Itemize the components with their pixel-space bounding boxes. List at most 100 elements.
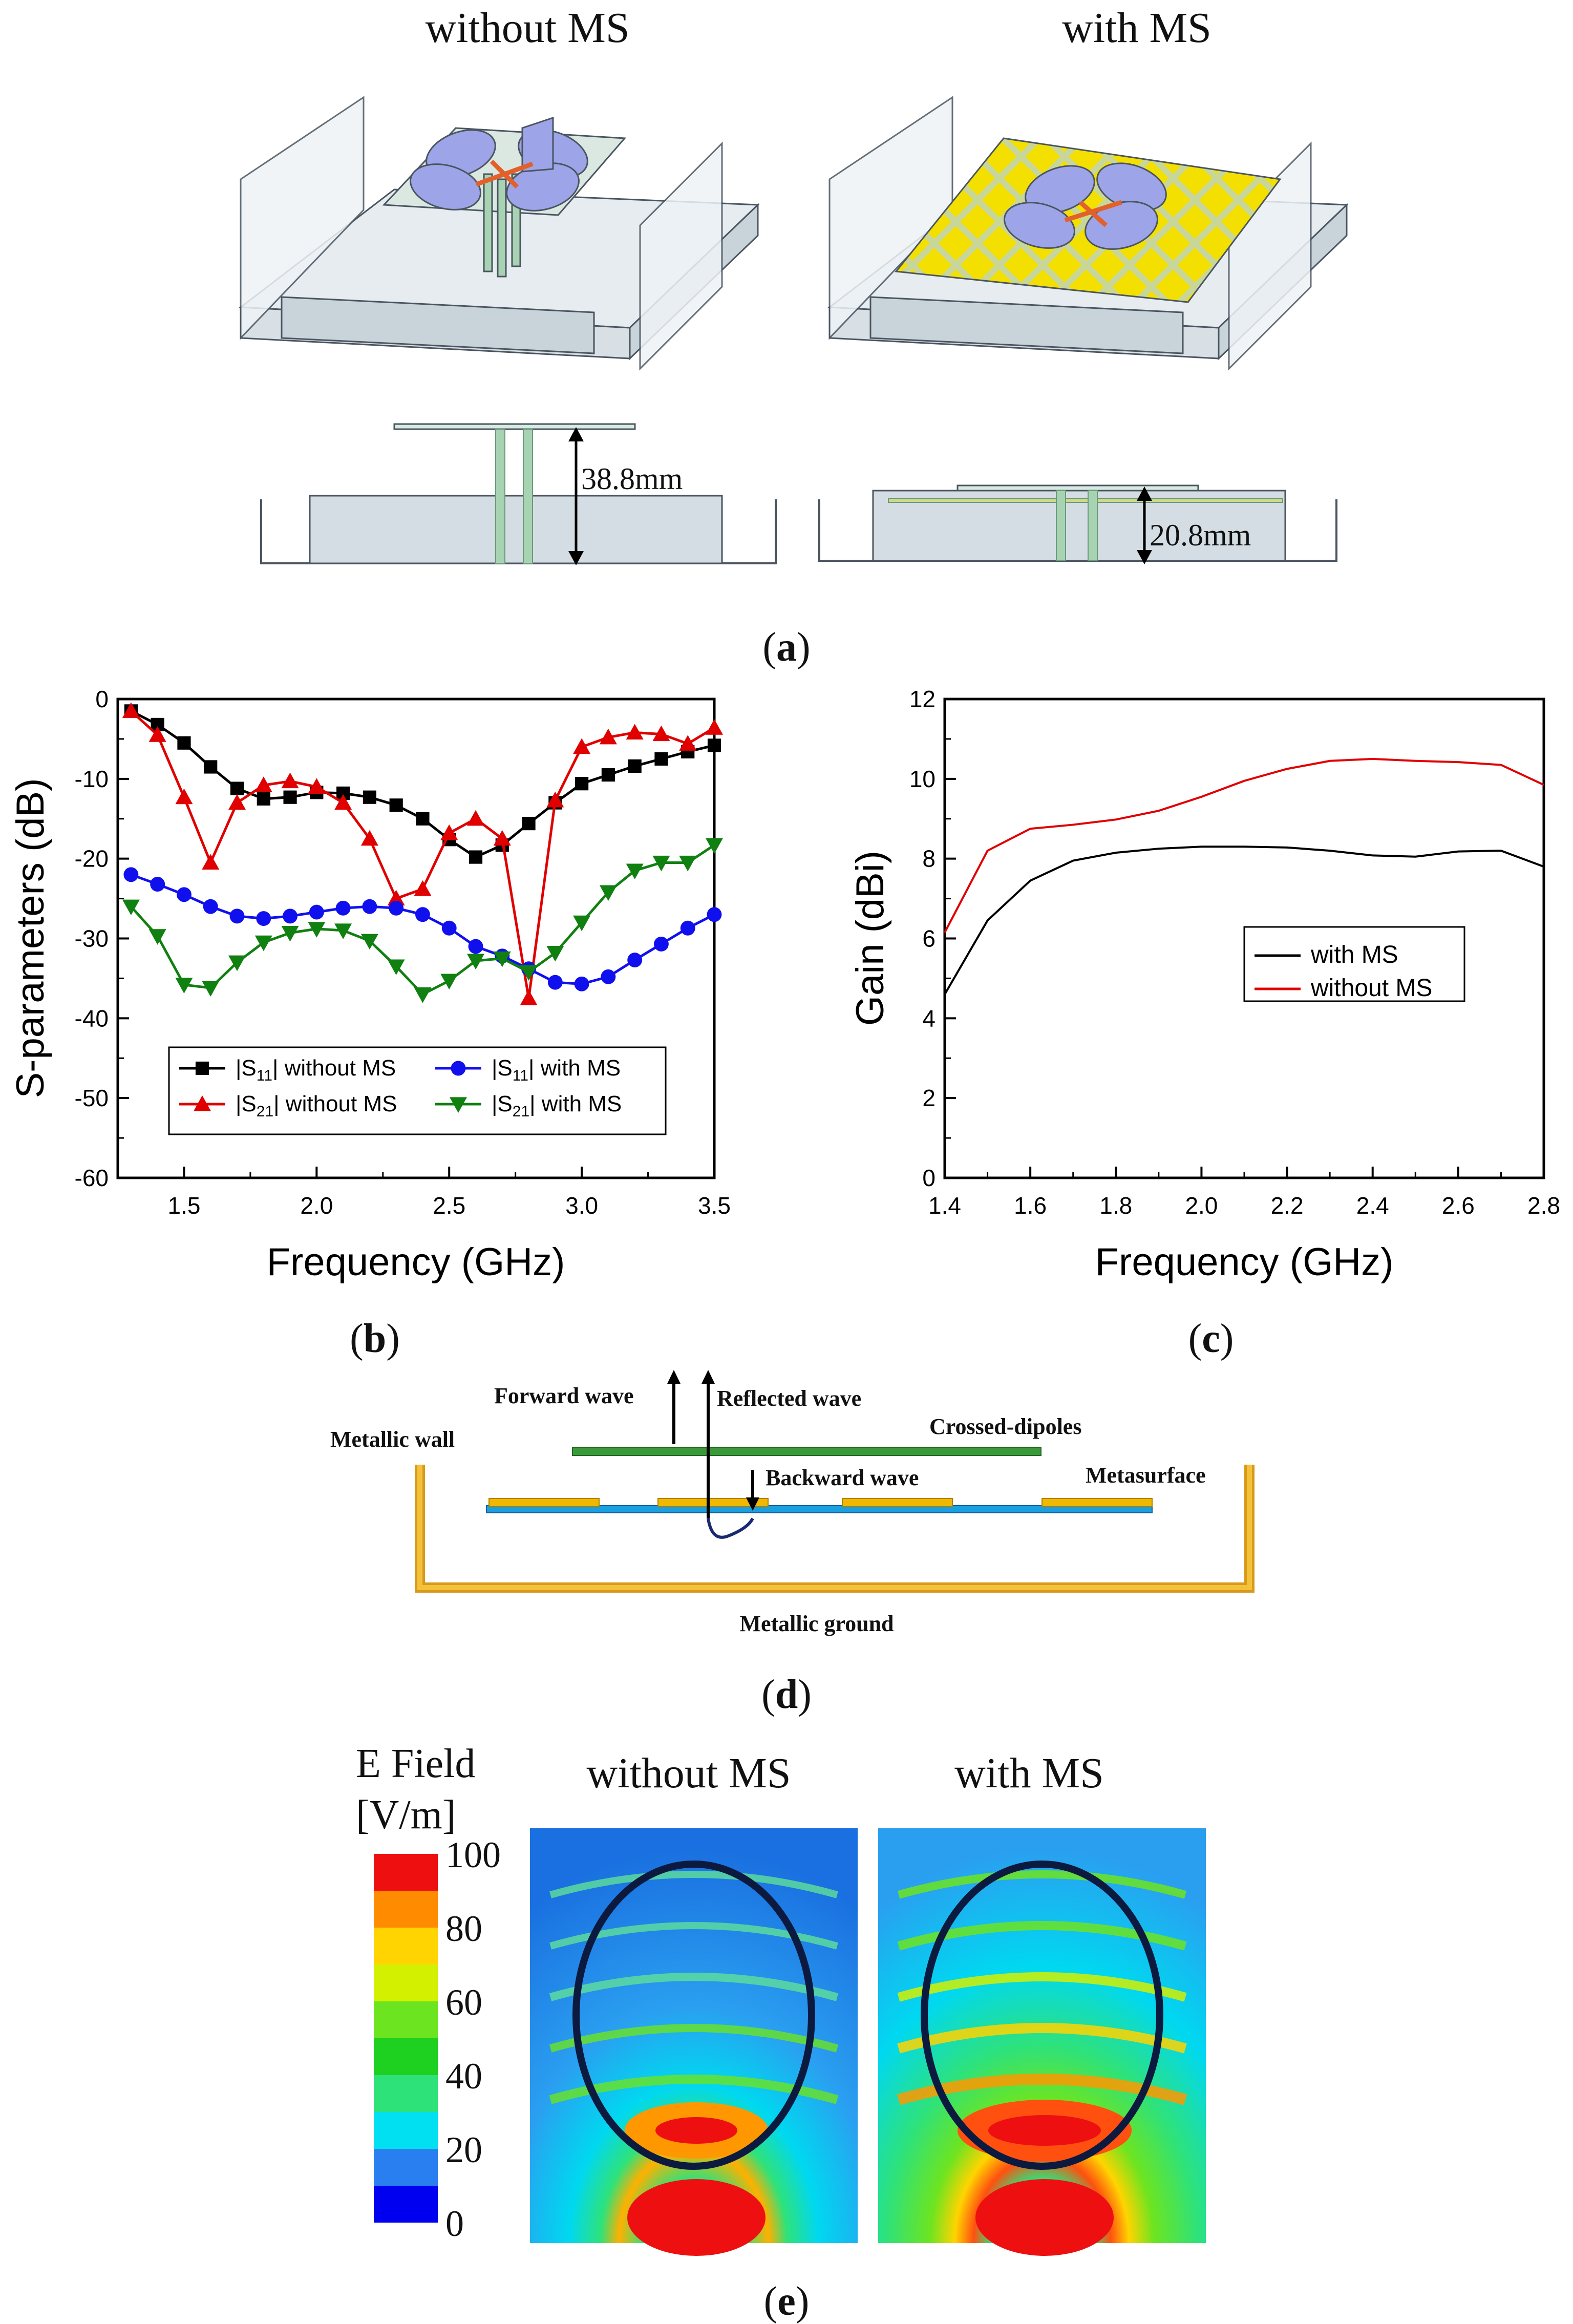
- data-point-2-19: [627, 953, 643, 968]
- chart-b-legend: |S11| without MS |S11| with MS|S21| witho…: [168, 1046, 667, 1135]
- data-point-1-10: [387, 890, 405, 906]
- caption-a-letter: a: [776, 625, 797, 670]
- y-tick-label: -30: [75, 925, 109, 952]
- data-point-2-3: [203, 899, 218, 914]
- caption-a: (a): [762, 625, 810, 670]
- data-point-0-18: [601, 768, 615, 782]
- legend-marker-3: [450, 1097, 467, 1113]
- data-point-1-1: [148, 726, 166, 742]
- scale-swatch-2: [374, 1928, 438, 1964]
- metallic-wall-label: Metallic wall: [330, 1427, 455, 1452]
- data-point-1-6: [281, 772, 299, 789]
- caption-c-letter: c: [1202, 1316, 1220, 1361]
- data-point-0-11: [416, 812, 430, 826]
- data-point-1-18: [599, 728, 617, 745]
- x-tick-label: 2.8: [1527, 1192, 1560, 1219]
- caption-e: (e): [764, 2279, 810, 2324]
- data-point-0-22: [707, 738, 721, 752]
- data-point-1-14: [493, 830, 511, 846]
- metasurface-patch-4: [1041, 1498, 1153, 1507]
- data-point-2-0: [123, 867, 139, 882]
- data-point-3-15: [520, 965, 538, 981]
- scale-swatch-1: [374, 1891, 438, 1928]
- data-point-2-9: [362, 899, 377, 914]
- data-point-1-3: [202, 854, 220, 870]
- chart-b-series: [122, 702, 723, 1005]
- panel-a-title-left: without MS: [425, 4, 629, 52]
- x-tick-label: 3.5: [698, 1192, 731, 1219]
- scale-label: 20: [445, 2129, 482, 2170]
- data-point-0-17: [575, 777, 589, 791]
- data-point-3-16: [546, 945, 564, 962]
- e-scale-title-2: [V/m]: [356, 1792, 456, 1837]
- chart-c: 1.4 1.6 1.8 2.0 2.2 2.4 2.6 2.8 0 2 4 6 8 10 12 Freque…: [848, 686, 1560, 1361]
- e-color-scale: 100 80 60 40 20 0: [374, 1834, 501, 2244]
- data-point-2-12: [441, 920, 457, 936]
- data-point-1-9: [360, 830, 378, 846]
- chart-b: 1.5 2.0 2.5 3.0 3.5 0 -10 -20 -30 -40 -50 -60 Frequ…: [9, 686, 731, 1361]
- data-point-1-20: [652, 725, 670, 742]
- chart-c-xlabel: Frequency (GHz): [1095, 1240, 1394, 1284]
- data-point-3-20: [652, 855, 670, 872]
- legend-marker-1: [451, 1061, 466, 1076]
- data-point-3-14: [493, 951, 511, 967]
- legend-label-1: without MS: [1310, 975, 1432, 1002]
- antenna-3d-with-ms: [827, 96, 1349, 371]
- data-point-1-0: [122, 702, 140, 718]
- caption-b-letter: b: [364, 1316, 387, 1361]
- data-point-0-10: [389, 798, 403, 812]
- caption-c: (c): [1188, 1316, 1234, 1361]
- panel-a: without MS with MS: [238, 4, 1349, 670]
- data-point-2-17: [574, 976, 589, 991]
- metallic-ground-label: Metallic ground: [739, 1611, 894, 1636]
- height-label-without-ms: 38.8mm: [581, 462, 683, 496]
- y-tick-label: 0: [922, 1165, 936, 1191]
- data-point-3-1: [148, 929, 166, 945]
- scale-label: 60: [445, 1982, 482, 2023]
- data-point-1-8: [334, 794, 352, 810]
- panel-a-title-right: with MS: [1062, 4, 1211, 52]
- data-point-0-9: [363, 790, 376, 804]
- chart-c-axes: 1.4 1.6 1.8 2.0 2.2 2.4 2.6 2.8 0 2 4 6 8 10 12: [909, 686, 1560, 1219]
- data-point-2-5: [256, 911, 271, 926]
- side-view-without-ms: 38.8mm: [260, 423, 777, 565]
- data-point-1-21: [679, 735, 697, 751]
- data-point-0-5: [257, 792, 270, 806]
- series-line-1: [130, 710, 715, 999]
- data-point-2-18: [601, 969, 616, 984]
- data-point-0-6: [283, 790, 297, 804]
- scale-label: 100: [445, 1834, 501, 1875]
- data-point-2-1: [150, 877, 165, 892]
- data-point-1-22: [706, 719, 723, 735]
- data-point-2-11: [415, 907, 430, 922]
- data-point-3-2: [175, 978, 193, 994]
- scale-swatch-9: [374, 2186, 438, 2223]
- data-point-3-22: [706, 838, 723, 854]
- scale-swatch-4: [374, 2001, 438, 2038]
- data-point-2-21: [680, 920, 695, 936]
- backward-wave-label: Backward wave: [766, 1465, 919, 1490]
- data-point-0-3: [204, 760, 218, 774]
- y-tick-label: 8: [922, 846, 936, 872]
- metasurface-patch-1: [488, 1498, 600, 1507]
- data-point-2-16: [547, 975, 563, 990]
- x-tick-label: 2.4: [1356, 1192, 1389, 1219]
- data-point-0-15: [522, 817, 536, 831]
- data-point-1-17: [573, 738, 591, 754]
- data-point-2-4: [229, 909, 245, 924]
- data-point-1-15: [520, 989, 538, 1005]
- data-point-2-6: [283, 909, 298, 924]
- data-point-1-13: [467, 810, 484, 826]
- data-point-1-11: [414, 880, 432, 896]
- data-point-1-5: [254, 776, 272, 792]
- backward-wave-path: [707, 1517, 754, 1539]
- y-tick-label: -20: [75, 846, 109, 872]
- crossed-dipoles-label: Crossed-dipoles: [929, 1414, 1081, 1439]
- forward-wave-label: Forward wave: [494, 1383, 634, 1408]
- data-point-3-0: [122, 899, 140, 916]
- chart-c-ylabel: Gain (dBi): [848, 851, 892, 1026]
- field-map-with-ms: [878, 1828, 1206, 2256]
- data-point-2-7: [309, 904, 324, 920]
- data-point-0-4: [230, 781, 244, 795]
- y-tick-label: 4: [922, 1005, 936, 1031]
